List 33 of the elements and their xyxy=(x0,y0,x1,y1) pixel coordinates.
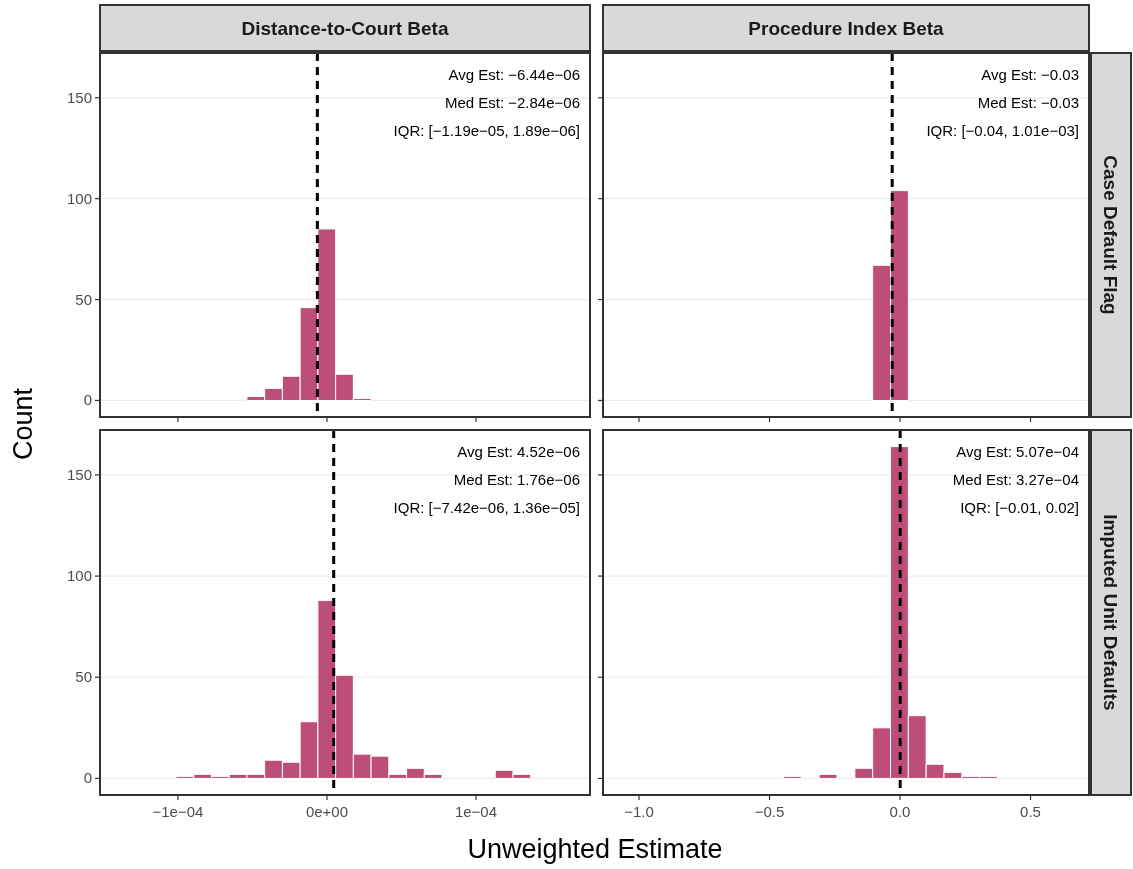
annotation: Med Est: 3.27e−04 xyxy=(952,471,1079,488)
x-tick-label: −0.5 xyxy=(754,803,785,820)
y-tick-label: 150 xyxy=(66,88,92,106)
x-tick-label: 0.0 xyxy=(889,803,911,820)
annotation: IQR: [−0.01, 0.02] xyxy=(960,499,1079,516)
annotation: Avg Est: 4.52e−06 xyxy=(457,443,580,460)
y-tick-label: 100 xyxy=(66,189,92,207)
chart-title: Procedure Index Beta xyxy=(748,18,945,39)
annotation: Med Est: 1.76e−06 xyxy=(453,471,580,488)
x-axis-title: Unweighted Estimate xyxy=(467,834,723,864)
annotation: Avg Est: 5.07e−04 xyxy=(956,443,1079,460)
x-tick-label: 1e−04 xyxy=(454,803,498,820)
y-tick-label: 50 xyxy=(75,668,92,686)
annotation: IQR: [−7.42e−06, 1.36e−05] xyxy=(393,499,580,516)
y-axis-title: Count xyxy=(8,387,38,461)
y-tick-label: 150 xyxy=(66,465,92,483)
annotation: IQR: [−0.04, 1.01e−03] xyxy=(926,122,1079,139)
y-tick-label: 50 xyxy=(75,290,92,308)
y-tick-label: 0 xyxy=(83,391,92,409)
y-tick-label: 0 xyxy=(83,769,92,787)
y-tick-label: 100 xyxy=(66,567,92,585)
x-tick-label: 0.5 xyxy=(1020,803,1041,820)
x-tick-label: 0e+00 xyxy=(305,803,349,820)
annotation: Med Est: −0.03 xyxy=(977,94,1079,111)
y2-axis-title: Imputed Unit Defaults xyxy=(1100,514,1121,711)
annotation: Avg Est: −6.44e−06 xyxy=(448,66,580,83)
annotation: Avg Est: −0.03 xyxy=(981,66,1079,83)
x-tick-label: −1e−04 xyxy=(152,803,204,820)
x-tick-label: −1.0 xyxy=(624,803,654,820)
chart-title: Distance-to-Court Beta xyxy=(241,18,449,39)
annotation: Med Est: −2.84e−06 xyxy=(444,94,580,111)
y2-axis-title: Case Default Flag xyxy=(1100,155,1121,315)
annotation: IQR: [−1.19e−05, 1.89e−06] xyxy=(393,122,580,139)
